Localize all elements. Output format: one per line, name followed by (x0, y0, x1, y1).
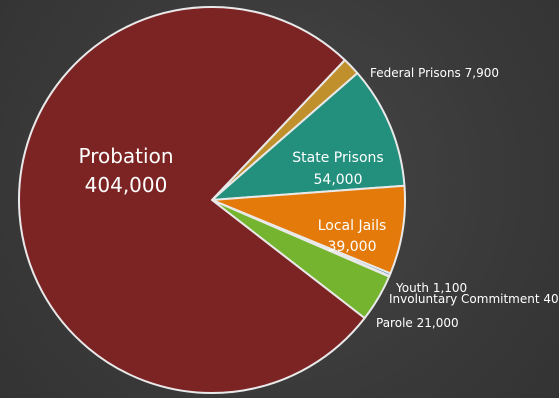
probation-value: 404,000 (85, 173, 168, 197)
youth-name: Youth (395, 281, 429, 295)
federal-prisons-name: Federal Prisons (370, 66, 461, 80)
federal-prisons-value: 7,900 (465, 66, 499, 80)
youth-label: Youth 1,100 (395, 281, 467, 295)
local-jails-label: Local Jails (318, 218, 387, 234)
state-prisons-label: State Prisons (292, 150, 383, 166)
local-jails-value: 39,000 (328, 239, 377, 255)
parole-name: Parole (376, 316, 413, 330)
involuntary-commitment-value: 400 (543, 292, 559, 306)
slices-layer (18, 6, 406, 394)
pie-slice-probation (18, 6, 366, 394)
involuntary-commitment-name: Involuntary Commitment (389, 292, 540, 306)
pie-slice-state-prisons (211, 72, 406, 201)
state-prisons-value: 54,000 (314, 172, 363, 188)
probation-label: Probation (79, 144, 174, 168)
parole-label: Parole 21,000 (376, 316, 459, 330)
labels-layer: Probation 404,000 State Prisons 54,000 L… (79, 66, 559, 330)
youth-value: 1,100 (433, 281, 467, 295)
parole-value: 21,000 (417, 316, 459, 330)
federal-prisons-label: Federal Prisons 7,900 (370, 66, 499, 80)
involuntary-commitment-label: Involuntary Commitment 400 (389, 292, 559, 306)
